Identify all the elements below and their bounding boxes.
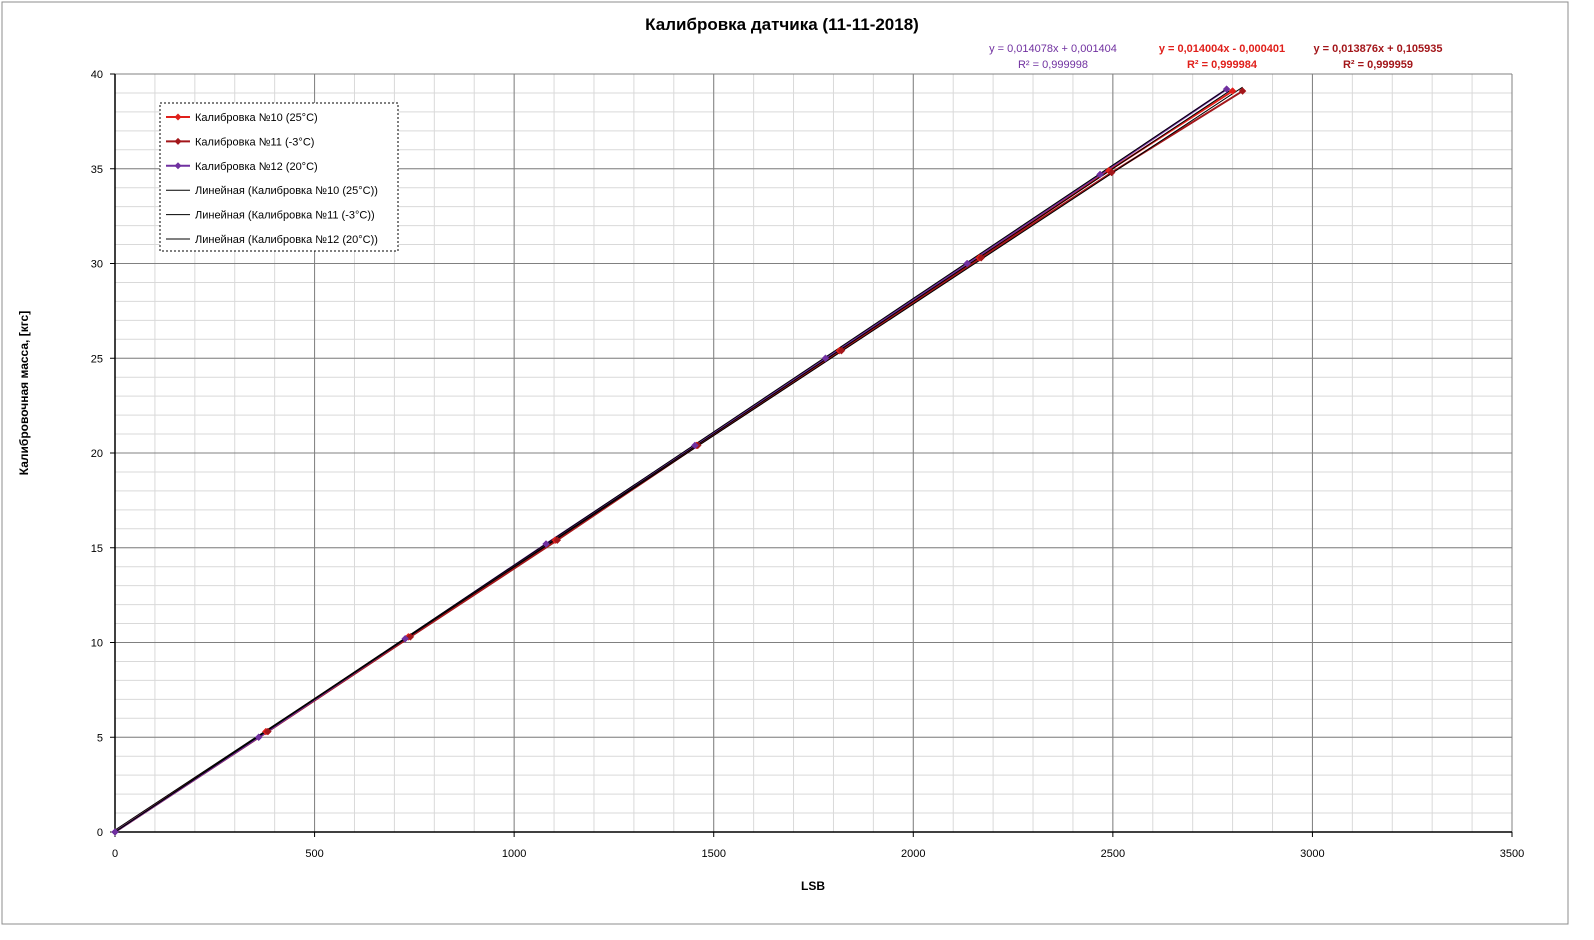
legend-marker	[174, 162, 182, 170]
x-tick-label: 2500	[1101, 848, 1125, 860]
series-3-point	[111, 828, 119, 836]
y-tick-label: 10	[91, 638, 103, 650]
series-2-point	[553, 536, 562, 545]
x-axis-title: LSB	[801, 879, 825, 893]
y-tick-labels: 0 5 10 15 20 25 30 35 40	[91, 69, 103, 839]
legend-marker	[174, 113, 182, 121]
trendline-r-squared: R² = 0,999998	[1018, 59, 1088, 71]
x-tick-label: 0	[112, 848, 118, 860]
series-3-point	[401, 634, 410, 643]
y-tick-label: 35	[91, 164, 103, 176]
y-tick-label: 20	[91, 448, 103, 460]
legend-label: Линейная (Калибровка №10 (25°C))	[195, 185, 378, 197]
x-tick-label: 3000	[1300, 848, 1324, 860]
trendline-r-squared: R² = 0,999984	[1187, 59, 1258, 71]
trendline-equation: y = 0,014004x - 0,000401	[1159, 43, 1285, 55]
plot-axes	[110, 73, 1513, 837]
x-tick-label: 2000	[901, 848, 925, 860]
series-2-point	[1238, 87, 1247, 95]
trendline-equations: y = 0,014078x + 0,001404 R² = 0,999998 y =…	[989, 43, 1442, 71]
trendline-equation: y = 0,013876x + 0,105935	[1313, 43, 1442, 55]
y-tick-label: 40	[91, 69, 103, 81]
series-3-point	[1222, 85, 1231, 94]
series-3-point	[542, 540, 550, 548]
trendlines	[114, 86, 1243, 833]
y-tick-label: 0	[97, 827, 103, 839]
legend-label: Линейная (Калибровка №12 (20°C))	[195, 234, 378, 246]
y-tick-label: 30	[91, 259, 103, 271]
chart-title: Калибровка датчика (11-11-2018)	[645, 15, 919, 34]
series-3-point	[254, 733, 263, 742]
trendline-3	[114, 88, 1227, 833]
series-markers	[111, 85, 1247, 836]
series-2-point	[1107, 168, 1116, 177]
legend: Калибровка №10 (25°C) Калибровка №11 (-3°…	[159, 102, 399, 252]
series-3-point	[691, 441, 699, 450]
series-3-point	[963, 259, 972, 268]
series-3-point	[1096, 170, 1104, 179]
legend-items: Калибровка №10 (25°C) Калибровка №11 (-3°…	[166, 112, 378, 246]
series-2-point	[977, 253, 985, 262]
legend-label: Калибровка №12 (20°C)	[195, 161, 318, 173]
y-tick-label: 5	[97, 732, 103, 744]
series-1-point	[1228, 87, 1237, 95]
legend-label: Калибровка №10 (25°C)	[195, 112, 318, 124]
x-tick-label: 500	[305, 848, 323, 860]
legend-label: Линейная (Калибровка №11 (-3°C))	[195, 210, 375, 222]
x-tick-label: 1500	[701, 848, 725, 860]
trendline-equation: y = 0,014078x + 0,001404	[989, 43, 1117, 55]
trendline-r-squared: R² = 0,999959	[1343, 59, 1413, 71]
series-3-point	[821, 354, 830, 363]
trendline-1	[114, 88, 1233, 833]
x-tick-label: 3500	[1500, 848, 1524, 860]
legend-label: Калибровка №11 (-3°C)	[195, 136, 314, 148]
series-2-point	[837, 346, 846, 355]
y-tick-label: 15	[91, 543, 103, 555]
legend-box	[159, 102, 399, 252]
series-2-point	[264, 727, 272, 736]
y-axis-title: Калибровочная масса, [кгс]	[17, 311, 31, 475]
x-tick-labels: 0 500 1000 1500 2000 2500 3000 3500	[112, 848, 1524, 860]
x-tick-label: 1000	[502, 848, 526, 860]
legend-marker	[174, 137, 182, 145]
y-tick-label: 25	[91, 353, 103, 365]
